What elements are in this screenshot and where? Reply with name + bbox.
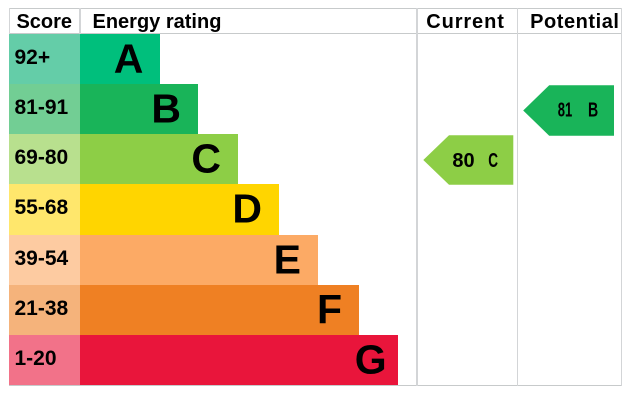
svg-text:81: 81 [557,99,572,121]
svg-text:C: C [488,150,498,172]
svg-text:B: B [588,99,598,121]
svg-text:80: 80 [452,150,474,172]
